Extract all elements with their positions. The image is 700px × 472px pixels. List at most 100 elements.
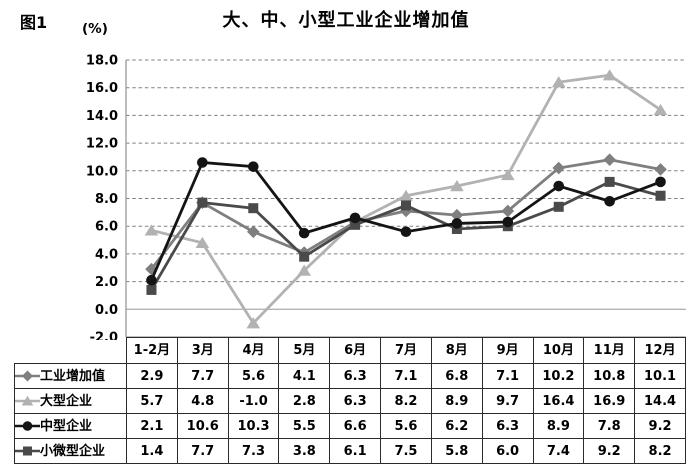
value-cell: 7.7 — [176, 363, 229, 389]
value-cell: 8.9 — [532, 413, 585, 439]
y-axis-tick-label: 0.0 — [95, 303, 118, 318]
y-axis-tick-label: 18.0 — [86, 54, 118, 69]
triangle-legend-icon — [15, 395, 40, 406]
value-cell: 5.7 — [126, 388, 178, 414]
value-cell: 14.4 — [634, 388, 686, 414]
circle-marker — [349, 212, 361, 224]
series-legend: 工业增加值 — [14, 363, 127, 389]
series-line — [150, 161, 662, 281]
value-cell: 6.8 — [430, 363, 483, 389]
series-legend: 小微型企业 — [14, 438, 127, 464]
column-header: 10月 — [532, 337, 585, 364]
circle-marker — [553, 180, 565, 192]
y-axis-tick-label: 16.0 — [86, 81, 118, 96]
series-legend: 中型企业 — [14, 413, 127, 439]
square-marker — [604, 176, 615, 187]
column-header: 7月 — [380, 337, 432, 364]
triangle-marker — [297, 264, 311, 276]
triangle-marker — [602, 69, 617, 81]
column-header: 1-2月 — [126, 337, 178, 364]
column-header: 6月 — [329, 337, 382, 364]
column-header: 9月 — [481, 337, 534, 364]
square-marker — [197, 197, 208, 208]
column-header: 12月 — [634, 337, 686, 364]
month-header-row: 1-2月 3月 4月 5月 6月 7月 8月 9月 10月 11月 12月 — [15, 337, 686, 364]
circle-marker — [604, 195, 615, 207]
value-cell: 6.3 — [329, 388, 382, 414]
circle-marker — [247, 161, 259, 172]
square-marker — [350, 219, 361, 230]
diamond-marker — [654, 163, 667, 176]
circle-marker — [502, 216, 514, 228]
value-cell: 10.1 — [634, 363, 686, 389]
value-cell: 6.0 — [481, 438, 534, 464]
table-row: 中型企业 2.1 10.6 10.3 5.5 6.6 5.6 6.2 6.3 8.9 7.8 9.2 — [14, 413, 686, 439]
series-name: 小微型企业 — [40, 443, 106, 459]
diamond-legend-icon — [15, 370, 40, 382]
series-circle — [146, 157, 666, 286]
triangle-marker — [501, 168, 515, 181]
value-cell: 9.2 — [583, 438, 636, 464]
y-axis-unit-label: (%) — [82, 21, 108, 37]
table-row: 小微型企业 1.4 7.7 7.3 3.8 6.1 7.5 5.8 6.0 7.4 9.2 8.2 — [14, 438, 686, 464]
value-cell: 5.8 — [430, 438, 483, 464]
diamond-marker — [145, 262, 158, 276]
square-marker — [451, 223, 462, 234]
value-cell: 2.8 — [278, 388, 331, 414]
square-marker — [401, 200, 411, 211]
value-cell: 7.1 — [380, 363, 432, 389]
square-marker — [655, 190, 666, 201]
value-cell: 10.6 — [176, 413, 229, 439]
square-marker — [299, 251, 310, 262]
value-cell: 2.1 — [126, 413, 178, 439]
series-name: 工业增加值 — [40, 368, 106, 384]
value-cell: 3.8 — [278, 438, 331, 464]
diamond-marker — [603, 153, 616, 167]
data-table: 1-2月 3月 4月 5月 6月 7月 8月 9月 10月 11月 12月 工业增加值 2.9 7.7 5.… — [14, 337, 686, 464]
value-cell: 7.8 — [583, 413, 636, 439]
value-cell: 2.9 — [126, 363, 178, 389]
value-cell: 10.8 — [583, 363, 636, 389]
triangle-marker — [399, 189, 413, 201]
series-legend: 大型企业 — [14, 388, 127, 414]
table-row: 大型企业 5.7 4.8 -1.0 2.8 6.3 8.2 8.9 9.7 16.4 16.9 14.… — [14, 388, 686, 414]
value-cell: 6.6 — [329, 413, 382, 439]
diamond-marker — [552, 161, 566, 175]
value-cell: 9.7 — [481, 388, 534, 414]
circle-legend-icon — [15, 421, 40, 431]
y-axis-tick-label: 12.0 — [86, 137, 118, 152]
value-cell: 10.2 — [532, 363, 585, 389]
value-cell: 10.3 — [227, 413, 280, 439]
diamond-marker — [501, 204, 515, 218]
y-axis-tick-label: 2.0 — [95, 275, 118, 290]
diamond-marker — [450, 208, 464, 222]
square-legend-icon — [15, 446, 40, 456]
value-cell: 6.2 — [430, 413, 483, 439]
y-axis-tick-label: 8.0 — [95, 192, 118, 207]
value-cell: 1.4 — [126, 438, 178, 464]
circle-marker — [451, 218, 463, 229]
column-header: 11月 — [583, 337, 636, 364]
square-marker — [146, 284, 157, 295]
series-diamond — [145, 153, 667, 276]
value-cell: 8.2 — [634, 438, 686, 464]
column-header: 4月 — [227, 337, 280, 364]
circle-marker — [400, 226, 412, 238]
triangle-marker — [246, 317, 261, 329]
value-cell: -1.0 — [227, 388, 280, 414]
y-axis-tick-label: 6.0 — [95, 220, 118, 235]
value-cell: 6.3 — [329, 363, 382, 389]
y-axis-tick-labels: 18.0 16.0 14.0 12.0 10.0 8.0 6.0 4.0 2.0 0.0 -2.0 — [86, 54, 118, 341]
series-triangle — [144, 69, 668, 329]
value-cell: 7.7 — [176, 438, 229, 464]
table-row: 工业增加值 2.9 7.7 5.6 4.1 6.3 7.1 6.8 7.1 10.2 10.8 10.… — [14, 363, 686, 389]
figure-label: 图1 — [20, 13, 48, 32]
column-header: 5月 — [278, 337, 331, 364]
value-cell: 9.2 — [634, 413, 686, 439]
y-axis-tick-label: -2.0 — [90, 331, 118, 341]
chart-title: 大、中、小型工业企业增加值 — [222, 10, 470, 31]
value-cell: 5.5 — [278, 413, 331, 439]
column-header: 8月 — [430, 337, 483, 364]
circle-marker — [197, 157, 208, 168]
value-cell: 6.3 — [481, 413, 534, 439]
